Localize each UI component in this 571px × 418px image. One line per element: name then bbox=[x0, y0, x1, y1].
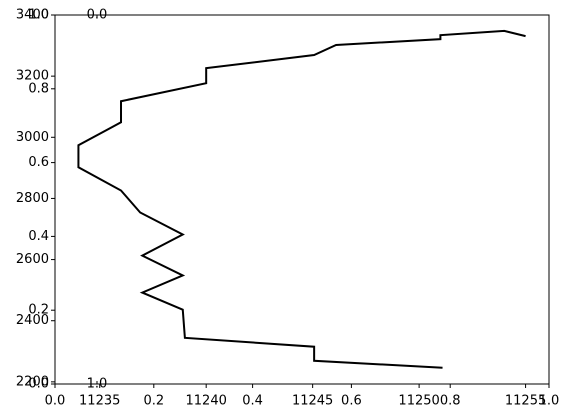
y-tick-label: 2400 bbox=[16, 313, 49, 328]
data-line bbox=[77, 29, 526, 369]
x-tick-label: 0.8 bbox=[440, 394, 461, 409]
x-tick-label: 0.4 bbox=[242, 394, 263, 409]
y-tick-label: 2800 bbox=[16, 191, 49, 206]
y-tick-label: 1.0 bbox=[28, 8, 49, 23]
x-tick-label: 0.2 bbox=[143, 394, 164, 409]
x-tick-label: 11255 bbox=[505, 394, 546, 409]
x-tick-label: 0.6 bbox=[341, 394, 362, 409]
x-tick-label: 1.0 bbox=[539, 394, 560, 409]
y-tick-label: 0.0 bbox=[28, 377, 49, 392]
x-tick-label: 11250 bbox=[398, 394, 439, 409]
x-tick-label: 0.0 bbox=[45, 394, 66, 409]
y-tick-label: 2600 bbox=[16, 252, 49, 267]
y-tick-label: 0.2 bbox=[28, 303, 49, 318]
y-tick-label: 3200 bbox=[16, 69, 49, 84]
y-tick-label: 0.4 bbox=[28, 229, 49, 244]
y-tick-label: 2200 bbox=[16, 374, 49, 389]
y-tick-label: 0.6 bbox=[28, 155, 49, 170]
y-tick-label: 0.8 bbox=[28, 81, 49, 96]
y-tick-label: 3400 bbox=[16, 8, 49, 23]
x-tick-label: 11240 bbox=[186, 394, 227, 409]
x-tick-label: 11245 bbox=[292, 394, 333, 409]
x-tick-label: 11235 bbox=[79, 394, 120, 409]
plot-frame bbox=[54, 14, 550, 385]
y-tick-label: 3000 bbox=[16, 130, 49, 145]
